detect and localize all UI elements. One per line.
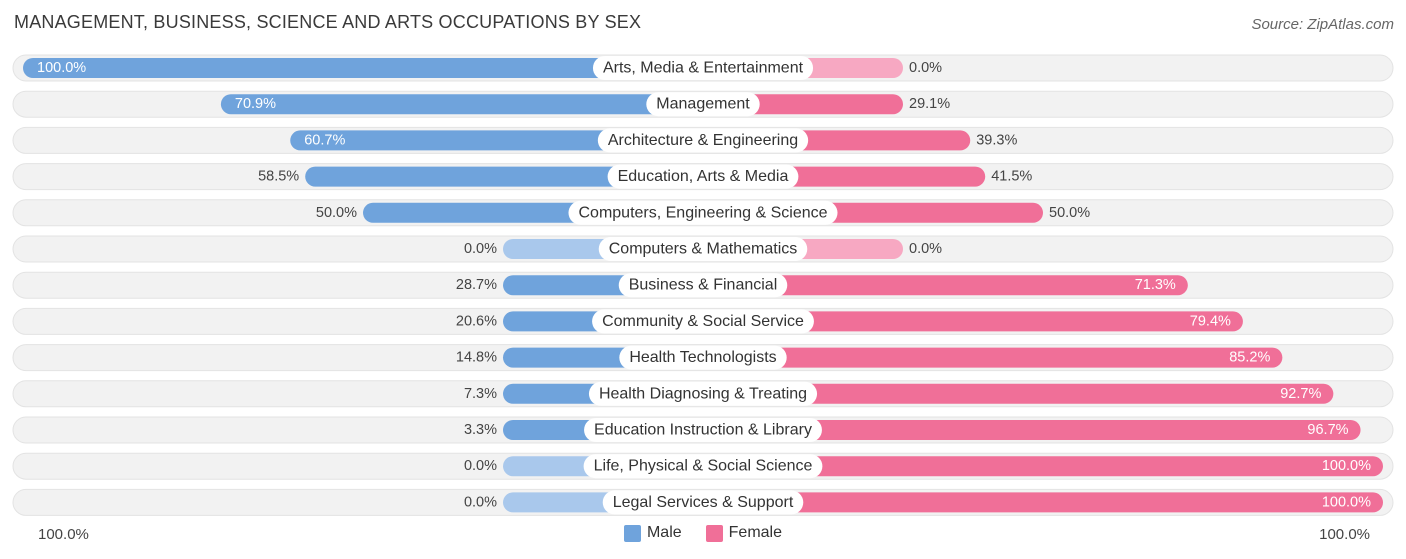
female-value-label: 39.3% — [976, 132, 1017, 148]
male-value-label: 0.0% — [464, 494, 497, 510]
female-bar — [703, 275, 1188, 296]
male-bar — [23, 58, 703, 78]
category-label-pill — [592, 56, 814, 80]
male-value-label: 28.7% — [456, 277, 497, 293]
female-value-label: 92.7% — [1280, 386, 1321, 402]
category-label: Community & Social Service — [602, 313, 804, 330]
axis-left-label: 100.0% — [38, 526, 89, 543]
male-value-label: 20.6% — [456, 313, 497, 329]
category-label-pill — [602, 490, 804, 515]
category-label-pill — [583, 454, 823, 479]
category-label: Legal Services & Support — [613, 494, 794, 511]
female-value-label: 100.0% — [1322, 494, 1371, 510]
category-label: Health Diagnosing & Treating — [599, 385, 807, 402]
category-label-pill — [619, 345, 787, 370]
male-value-label: 14.8% — [456, 350, 497, 366]
female-bar — [703, 420, 1361, 440]
category-label: Computers, Engineering & Science — [578, 204, 827, 221]
category-label-pill — [598, 237, 808, 261]
legend-female-label: Female — [728, 524, 783, 541]
category-label: Computers & Mathematics — [609, 241, 798, 258]
female-bar — [703, 383, 1334, 404]
male-value-label: 7.3% — [464, 386, 497, 402]
male-swatch — [623, 524, 641, 542]
female-bar — [703, 311, 1243, 332]
category-label-pill — [584, 418, 822, 442]
chart-title: MANAGEMENT, BUSINESS, SCIENCE AND ARTS O… — [14, 12, 642, 32]
male-value-label: 50.0% — [316, 205, 357, 221]
legend-item-male[interactable]: Male — [623, 524, 682, 542]
female-value-label: 96.7% — [1307, 422, 1348, 438]
category-label-pill — [618, 273, 788, 298]
category-label: Education Instruction & Library — [594, 422, 812, 439]
category-label-pill — [607, 164, 799, 189]
female-value-label: 85.2% — [1229, 350, 1270, 366]
category-label: Health Technologists — [629, 349, 776, 366]
female-value-label: 0.0% — [909, 60, 942, 76]
category-label-pill — [597, 128, 809, 153]
category-label-pill — [592, 309, 814, 334]
male-bar — [220, 94, 703, 115]
female-value-label: 79.4% — [1190, 313, 1231, 329]
category-label: Life, Physical & Social Science — [594, 458, 813, 475]
category-label-pill — [588, 381, 818, 406]
male-value-label: 70.9% — [235, 96, 276, 112]
female-value-label: 50.0% — [1049, 205, 1090, 221]
category-label: Architecture & Engineering — [608, 132, 798, 149]
male-value-label: 0.0% — [464, 241, 497, 257]
male-value-label: 3.3% — [464, 422, 497, 438]
category-label: Management — [656, 96, 750, 113]
female-value-label: 0.0% — [909, 241, 942, 257]
legend-male-label: Male — [646, 524, 682, 541]
legend: Male Female — [0, 524, 1406, 542]
female-value-label: 41.5% — [991, 169, 1032, 185]
male-value-label: 58.5% — [258, 169, 299, 185]
female-bar — [703, 347, 1283, 368]
female-value-label: 71.3% — [1135, 277, 1176, 293]
female-value-label: 29.1% — [909, 96, 950, 112]
chart-source: Source: ZipAtlas.com — [1251, 16, 1394, 33]
female-bar — [703, 456, 1383, 477]
category-label-pill — [646, 92, 760, 117]
female-bar — [703, 492, 1383, 513]
male-value-label: 60.7% — [304, 132, 345, 148]
male-value-label: 0.0% — [464, 458, 497, 474]
chart-svg: 100.0% 0.0% Arts, Media & Entertainment 70.… — [12, 54, 1394, 516]
female-swatch — [705, 524, 723, 542]
category-label: Education, Arts & Media — [618, 168, 789, 185]
category-label: Business & Financial — [629, 277, 778, 294]
female-value-label: 100.0% — [1322, 458, 1371, 474]
male-value-label: 100.0% — [37, 60, 86, 76]
male-bar — [305, 166, 703, 187]
legend-item-female[interactable]: Female — [705, 524, 783, 542]
category-label-pill — [568, 200, 838, 225]
axis-right-label: 100.0% — [1319, 526, 1370, 543]
category-label: Arts, Media & Entertainment — [603, 60, 804, 77]
